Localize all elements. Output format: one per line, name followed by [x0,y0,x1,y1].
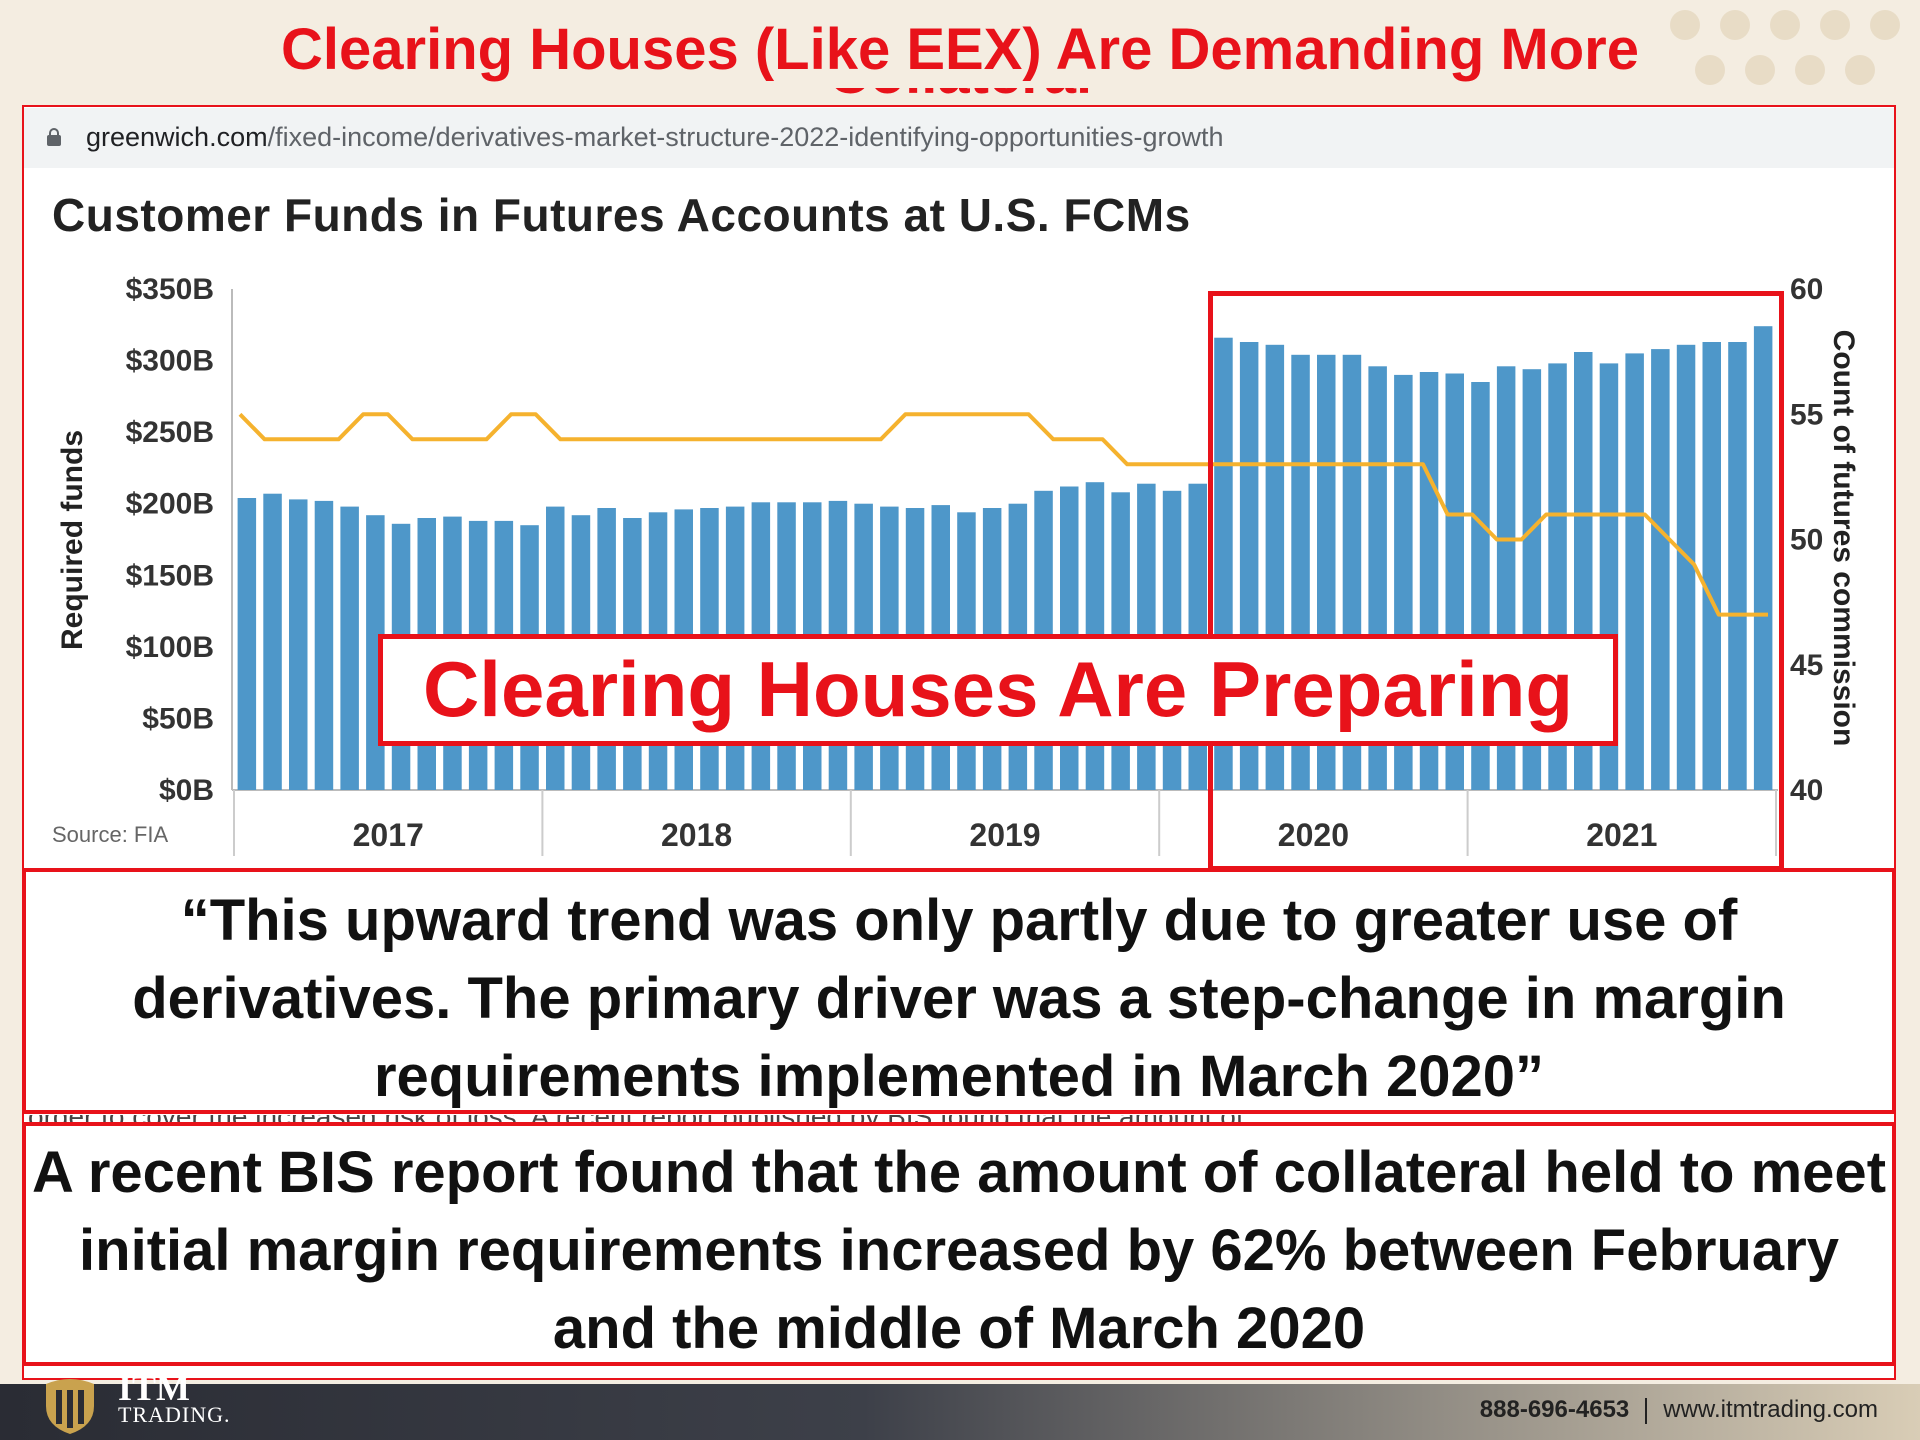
x-tick-label: 2017 [353,817,424,853]
lock-icon [47,128,61,146]
bis-text: A recent BIS report found that the amoun… [31,1140,1887,1361]
y2-tick-label: 45 [1790,649,1823,682]
slide-title-overflow-text: Collateral [0,88,1920,106]
url-domain: greenwich.com [86,122,268,152]
line-series-count [238,412,1768,617]
slide-title: Clearing Houses (Like EEX) Are Demanding… [281,17,1639,82]
chart-bar [237,498,257,790]
y2-tick-label: 50 [1790,524,1823,557]
x-tick-label: 2020 [1278,817,1349,853]
url-path: /fixed-income/derivatives-market-structu… [267,122,1224,152]
chart-bar [340,506,359,790]
y-tick-label: $0B [159,774,214,807]
chart-bar [1753,326,1773,790]
y-tick-label: $300B [126,345,214,378]
y-tick-label: $50B [142,702,214,735]
y-tick-label: $200B [126,488,214,521]
chart-title: Customer Funds in Futures Accounts at U.… [52,189,1191,241]
chart-bar [289,499,308,790]
y-axis-label: Required funds [56,430,89,650]
chart-bar [1651,349,1670,790]
chart-bar [1625,353,1644,790]
underlying-text: order to cover the increased risk of los… [28,1115,1888,1123]
footer-contact: 888-696-4653 www.itmtrading.com [1480,1396,1878,1424]
slide-title-overflow: Collateral [0,88,1920,106]
y2-tick-label: 55 [1790,398,1823,431]
chart-bar [1728,342,1747,790]
itm-logo-icon [46,1379,94,1434]
highlight-box-2020-2021 [1208,291,1784,871]
y-tick-label: $350B [126,273,214,306]
quote-text: “This upward trend was only partly due t… [132,888,1786,1109]
footer-bar [0,1384,1920,1440]
overlay-label: Clearing Houses Are Preparing [378,634,1618,746]
x-tick-label: 2018 [661,817,732,853]
y2-axis-label: Count of futures commission [1827,330,1860,747]
y-tick-label: $250B [126,416,214,449]
chart-source: Source: FIA [52,822,169,847]
y2-tick-label: 40 [1790,774,1823,807]
browser-url-bar[interactable]: greenwich.com/fixed-income/derivatives-m… [24,108,1894,168]
background-pattern [1660,0,1920,110]
quote-box: “This upward trend was only partly due t… [22,868,1896,1114]
chart-bar [263,493,282,790]
website-link[interactable]: www.itmtrading.com [1663,1396,1878,1423]
y2-tick-label: 60 [1790,273,1823,306]
contact-divider [1645,1397,1648,1424]
bis-box: A recent BIS report found that the amoun… [22,1122,1896,1366]
url-text: greenwich.com/fixed-income/derivatives-m… [86,122,1223,153]
y-tick-label: $150B [126,559,214,592]
chart-bar [314,500,334,790]
x-tick-label: 2019 [969,817,1040,853]
phone-number[interactable]: 888-696-4653 [1479,1396,1630,1423]
logo-text: ITM [118,1368,190,1408]
underlying-text-strip: order to cover the increased risk of los… [28,1115,1888,1123]
logo-subtext: TRADING. [118,1402,231,1427]
chart-bar [1702,342,1721,790]
x-tick-label: 2021 [1586,817,1657,853]
chart-bar [1676,344,1696,790]
y-tick-label: $100B [126,631,214,664]
